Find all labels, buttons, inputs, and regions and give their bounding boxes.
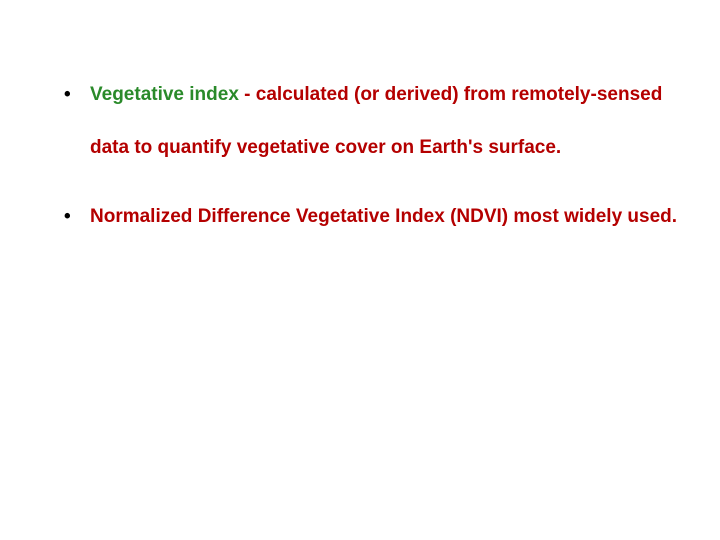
bullet-text: Normalized Difference Vegetative Index (… [90, 206, 677, 227]
list-item: • Normalized Difference Vegetative Index… [60, 190, 680, 243]
bullet-marker-icon: • [64, 190, 71, 243]
bullet-marker-icon: • [64, 68, 71, 121]
list-item: • Vegetative index - calculated (or deri… [60, 68, 680, 174]
bullet-list: • Vegetative index - calculated (or deri… [60, 68, 680, 244]
term-text: Vegetative index [90, 84, 239, 105]
slide-content: • Vegetative index - calculated (or deri… [0, 0, 720, 300]
